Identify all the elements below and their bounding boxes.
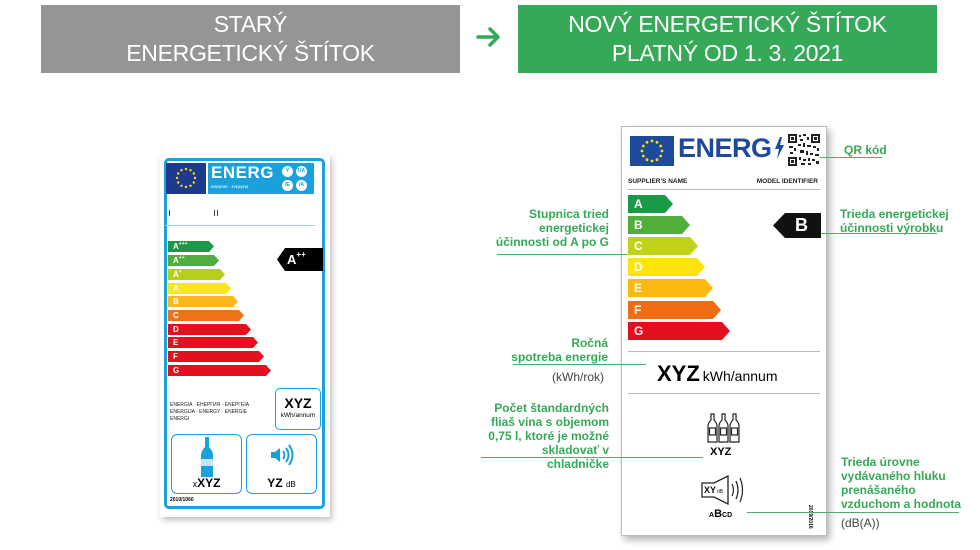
old-consumption-box: XYZ kWh/annum [275,388,321,430]
svg-text:dB: dB [717,489,724,495]
noise-class-scale: ABCD [709,508,733,520]
class-bar-a3plus: A+++ [168,241,214,252]
class-bar-g: G [628,322,730,340]
old-noise-box: YZ dB [246,434,317,494]
new-energy-label: ENERG SUPPLIER'S NAME MODEL IDENTIFIER A… [621,126,827,536]
arrow-right-icon [476,27,500,47]
old-rating-indicator: A++ [277,248,323,271]
class-bar-g: G [168,365,271,376]
supplier-name: SUPPLIER'S NAME [628,178,688,185]
class-bar-a: A [168,283,231,294]
class-bar-d: D [628,258,705,276]
leader-qr [820,157,882,158]
new-rating-indicator: B [773,213,821,238]
annotation-qr: QR kód [844,143,887,157]
annotation-consumption: Ročná spotreba energie [511,336,608,364]
annotation-consumption-unit: (kWh/rok) [552,370,604,384]
leader-noise [747,512,959,513]
old-energ-logo: ENERG енергия · ενεργεια Y UA IE IA [208,163,314,194]
divider [628,393,820,394]
energ-logo-text: ENERG [678,133,772,163]
old-bottles-box: xXYZ [171,434,242,494]
annotation-class: Trieda energetickej účinnosti výrobku [840,207,949,235]
class-bar-a2plus: A++ [168,255,219,266]
class-bar-b: B [168,296,238,307]
class-bar-c: C [628,237,698,255]
old-banner-line1: STARÝ [213,11,288,37]
model-tick [214,210,215,216]
bottles-value: XYZ [710,446,732,458]
old-energ-subtext: енергия · ενεργεια [211,184,249,189]
qr-code-icon[interactable] [788,134,820,166]
eu-flag-icon [166,163,206,194]
old-energy-label: ENERG енергия · ενεργεια Y UA IE IA A+++… [160,155,330,517]
class-bar-aplus: A+ [168,269,225,280]
leader-consumption [513,364,646,365]
regulation-number: 2019/2016 [807,505,813,529]
leader-class [821,233,937,234]
annotation-scale: Stupnica tried energetickej účinnosti od… [495,207,609,249]
lang-circle: IE [282,180,293,191]
class-bar-e: E [168,337,258,348]
new-banner-line1: NOVÝ ENERGETICKÝ ŠTÍTOK [568,11,887,37]
class-bar-f: F [168,351,264,362]
annotation-noise-unit: (dB(A)) [841,516,880,530]
new-consumption: XYZ kWh/annum [657,361,778,387]
annotation-bottles: Počet štandardných fliaš vína s objemom … [488,401,609,471]
regulation-number: 2010/1060 [170,497,194,503]
class-bar-d: D [168,324,251,335]
model-tick [217,210,218,216]
leader-scale [497,254,627,255]
consumption-unit: kWh/annum [280,412,316,419]
wine-bottles-icon [707,413,740,443]
annotation-noise: Trieda úrovne vydávaného hluku prenášané… [841,455,961,511]
divider [165,225,315,226]
new-banner-line2: PLATNÝ OD 1. 3. 2021 [611,40,844,66]
old-label-frame [164,158,325,509]
bottles-value: xXYZ [192,476,221,490]
lang-circle: IA [296,180,307,191]
class-bar-c: C [168,310,244,321]
model-identifier: MODEL IDENTIFIER [756,178,818,185]
divider [628,351,820,352]
speaker-icon [271,444,294,466]
lang-circle: Y [282,166,293,177]
old-banner-line2: ENERGETICKÝ ŠTÍTOK [126,40,375,66]
class-bar-e: E [628,279,713,297]
consumption-value: XYZ [657,361,700,386]
divider [628,189,820,190]
supplier-tick [169,210,170,216]
consumption-value: XYZ [284,395,312,411]
languages-text: ENERGIA · ЕНЕРГИЯ · ΕΝΕΡΓΕΙΑ ENERGIJA · … [170,402,249,422]
bottle-icon [201,437,213,477]
new-label-banner: NOVÝ ENERGETICKÝ ŠTÍTOK PLATNÝ OD 1. 3. … [518,5,937,73]
svg-text:XY: XY [704,485,716,495]
class-bar-b: B [628,216,690,234]
lang-circle: UA [296,166,307,177]
lightning-icon [775,137,784,159]
class-bar-a: A [628,195,673,213]
noise-speaker-icon: XY dB [701,475,744,505]
class-bar-f: F [628,301,721,319]
old-energ-text: ENERG [211,163,274,182]
noise-value: YZ dB [267,476,296,490]
eu-flag-icon [630,136,674,166]
old-label-banner: STARÝ ENERGETICKÝ ŠTÍTOK [41,5,460,73]
consumption-unit: kWh/annum [702,368,778,384]
leader-bottles [481,457,703,458]
